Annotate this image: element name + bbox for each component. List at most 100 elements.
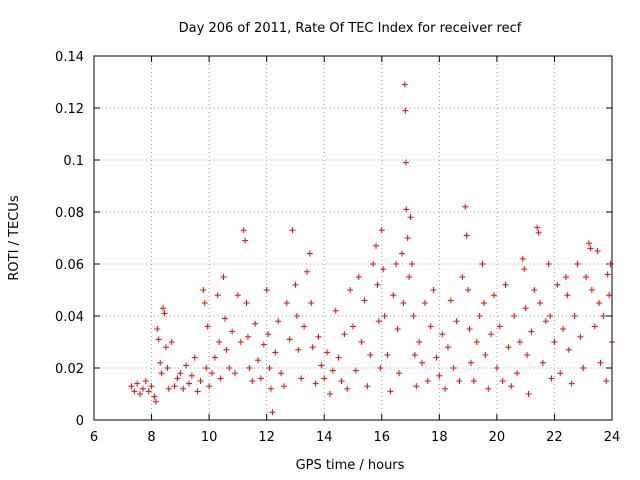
data-point (229, 328, 236, 335)
data-point (585, 240, 592, 247)
grid-layer (94, 56, 612, 420)
data-point (249, 378, 256, 384)
data-point (295, 346, 302, 353)
data-point (470, 378, 477, 384)
data-point (427, 323, 434, 330)
data-point (246, 365, 253, 371)
data-point (534, 224, 541, 231)
data-point (324, 349, 331, 356)
data-point (587, 245, 594, 252)
data-points (128, 81, 615, 416)
data-point (401, 81, 408, 88)
data-point (396, 370, 403, 377)
data-point (522, 305, 529, 312)
data-point (577, 333, 584, 340)
data-point (384, 352, 391, 358)
data-point (479, 261, 486, 267)
data-point (588, 287, 595, 293)
data-point (491, 292, 498, 299)
data-point (565, 346, 572, 353)
data-point (315, 333, 322, 340)
data-point (462, 203, 469, 210)
x-tick-label: 6 (90, 430, 98, 445)
data-point (421, 300, 428, 306)
data-point (450, 365, 457, 371)
x-tick-label: 10 (201, 430, 218, 445)
data-point (234, 292, 241, 299)
data-point (162, 344, 169, 351)
data-point (370, 261, 377, 267)
data-point (496, 323, 503, 330)
data-point (151, 393, 158, 400)
data-point (459, 274, 466, 280)
y-tick-label: 0.04 (55, 310, 84, 325)
data-point (220, 274, 227, 280)
x-tick-label: 16 (374, 430, 391, 445)
data-point (480, 300, 487, 306)
data-point (537, 300, 544, 306)
data-point (206, 383, 213, 390)
data-point (511, 313, 518, 319)
data-point (482, 352, 489, 358)
data-point (583, 274, 590, 280)
data-point (378, 227, 385, 234)
data-point (232, 370, 239, 377)
data-point (539, 359, 546, 366)
x-tick-label: 20 (489, 430, 506, 445)
data-point (165, 385, 172, 392)
data-point (374, 281, 381, 288)
data-point (404, 235, 411, 241)
data-point (604, 271, 611, 278)
data-point (410, 313, 417, 319)
data-point (139, 385, 146, 392)
data-point (329, 367, 336, 374)
y-tick-label: 0.02 (55, 362, 84, 377)
data-point (564, 292, 571, 299)
data-point (596, 300, 603, 306)
data-point (303, 268, 310, 275)
data-point (364, 383, 371, 390)
data-point (424, 378, 431, 384)
data-point (545, 261, 552, 267)
data-point (200, 287, 207, 293)
data-point (375, 318, 382, 325)
data-point (465, 287, 472, 293)
y-tick-label: 0.06 (55, 258, 84, 273)
data-point (456, 378, 463, 384)
data-point (444, 344, 451, 351)
data-point (367, 352, 374, 358)
data-point (168, 339, 175, 345)
data-point (341, 331, 348, 338)
data-point (280, 383, 287, 390)
data-point (519, 255, 526, 262)
data-point (278, 370, 285, 377)
data-point (551, 339, 558, 345)
data-point (223, 346, 230, 353)
x-tick-label: 14 (316, 430, 333, 445)
data-point (516, 339, 523, 345)
data-point (403, 206, 410, 213)
data-point (155, 336, 162, 343)
data-point (335, 354, 342, 361)
data-point (352, 367, 359, 374)
data-point (597, 359, 604, 366)
data-point (312, 380, 319, 387)
data-point (548, 375, 555, 382)
data-point (535, 229, 542, 236)
data-point (542, 318, 549, 325)
data-point (574, 261, 581, 267)
data-point (326, 391, 333, 397)
data-point (499, 378, 506, 384)
data-point (216, 339, 223, 345)
y-tick-label: 0.12 (55, 102, 84, 117)
data-point (128, 383, 135, 390)
data-point (252, 320, 259, 327)
data-point (591, 323, 598, 330)
y-tick-label: 0 (76, 414, 84, 429)
data-point (131, 388, 138, 395)
data-point (488, 331, 495, 338)
chart-title: Day 206 of 2011, Rate Of TEC Index for r… (179, 21, 522, 36)
data-point (134, 380, 141, 387)
data-point (306, 250, 313, 257)
data-point (301, 323, 308, 330)
